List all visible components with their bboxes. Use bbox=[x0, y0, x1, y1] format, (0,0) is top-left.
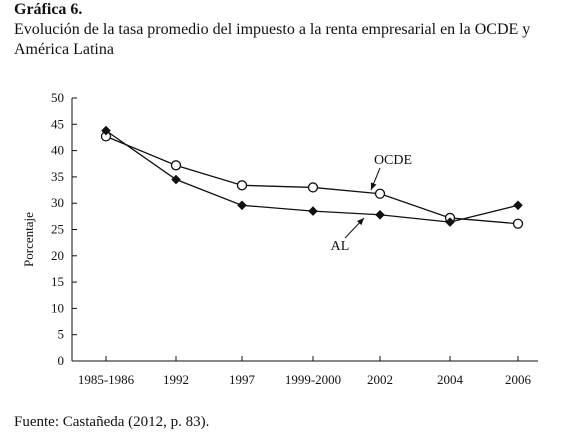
x-tick-label: 2004 bbox=[437, 372, 464, 387]
data-point-al bbox=[375, 209, 385, 220]
y-tick-label: 30 bbox=[51, 195, 64, 210]
y-tick-label: 20 bbox=[51, 248, 64, 263]
al-arrow-head bbox=[357, 218, 364, 226]
data-point-ocde bbox=[236, 180, 248, 191]
data-point-ocde bbox=[512, 218, 524, 229]
data-point-ocde bbox=[307, 182, 319, 193]
y-tick-label: 0 bbox=[58, 353, 65, 368]
x-tick-label: 1997 bbox=[229, 372, 256, 387]
y-tick-label: 25 bbox=[51, 222, 64, 237]
data-point-al bbox=[308, 206, 318, 216]
data-point-al bbox=[513, 200, 523, 211]
x-tick-label: 1999-2000 bbox=[285, 372, 341, 387]
y-tick-label: 50 bbox=[51, 90, 64, 105]
x-tick-label: 2002 bbox=[367, 372, 393, 387]
series-label-ocde: OCDE bbox=[374, 153, 412, 168]
data-point-al bbox=[237, 200, 247, 211]
chart-axes: 0 5 10 15 20 25 30 35 40 45 50 Porcentaje 1985-1986 1… bbox=[21, 90, 538, 387]
series-label-al: AL bbox=[331, 239, 350, 254]
data-point-ocde bbox=[374, 188, 386, 199]
data-point-al bbox=[445, 217, 455, 227]
chart-annotations: OCDE AL bbox=[331, 153, 412, 254]
data-point-al bbox=[101, 125, 111, 136]
x-tick-label: 1992 bbox=[163, 372, 189, 387]
data-point-al bbox=[171, 174, 181, 185]
y-tick-label: 5 bbox=[58, 327, 65, 342]
x-tick-label: 2006 bbox=[505, 372, 532, 387]
figure-heading: Gráfica 6. bbox=[14, 1, 83, 18]
chart-title: Evolución de la tasa promedio del impues… bbox=[14, 21, 531, 58]
y-tick-label: 15 bbox=[51, 274, 64, 289]
ocde-arrow-head bbox=[370, 182, 377, 190]
y-tick-label: 45 bbox=[51, 116, 64, 131]
y-tick-label: 40 bbox=[51, 143, 64, 158]
y-axis-title: Porcentaje bbox=[21, 212, 36, 267]
source-note: Fuente: Castañeda (2012, p. 83). bbox=[14, 414, 210, 430]
x-tick-label: 1985-1986 bbox=[78, 372, 135, 387]
y-tick-label: 35 bbox=[51, 169, 64, 184]
data-point-ocde bbox=[170, 160, 182, 171]
chart-series bbox=[100, 125, 524, 229]
y-tick-label: 10 bbox=[51, 300, 64, 315]
